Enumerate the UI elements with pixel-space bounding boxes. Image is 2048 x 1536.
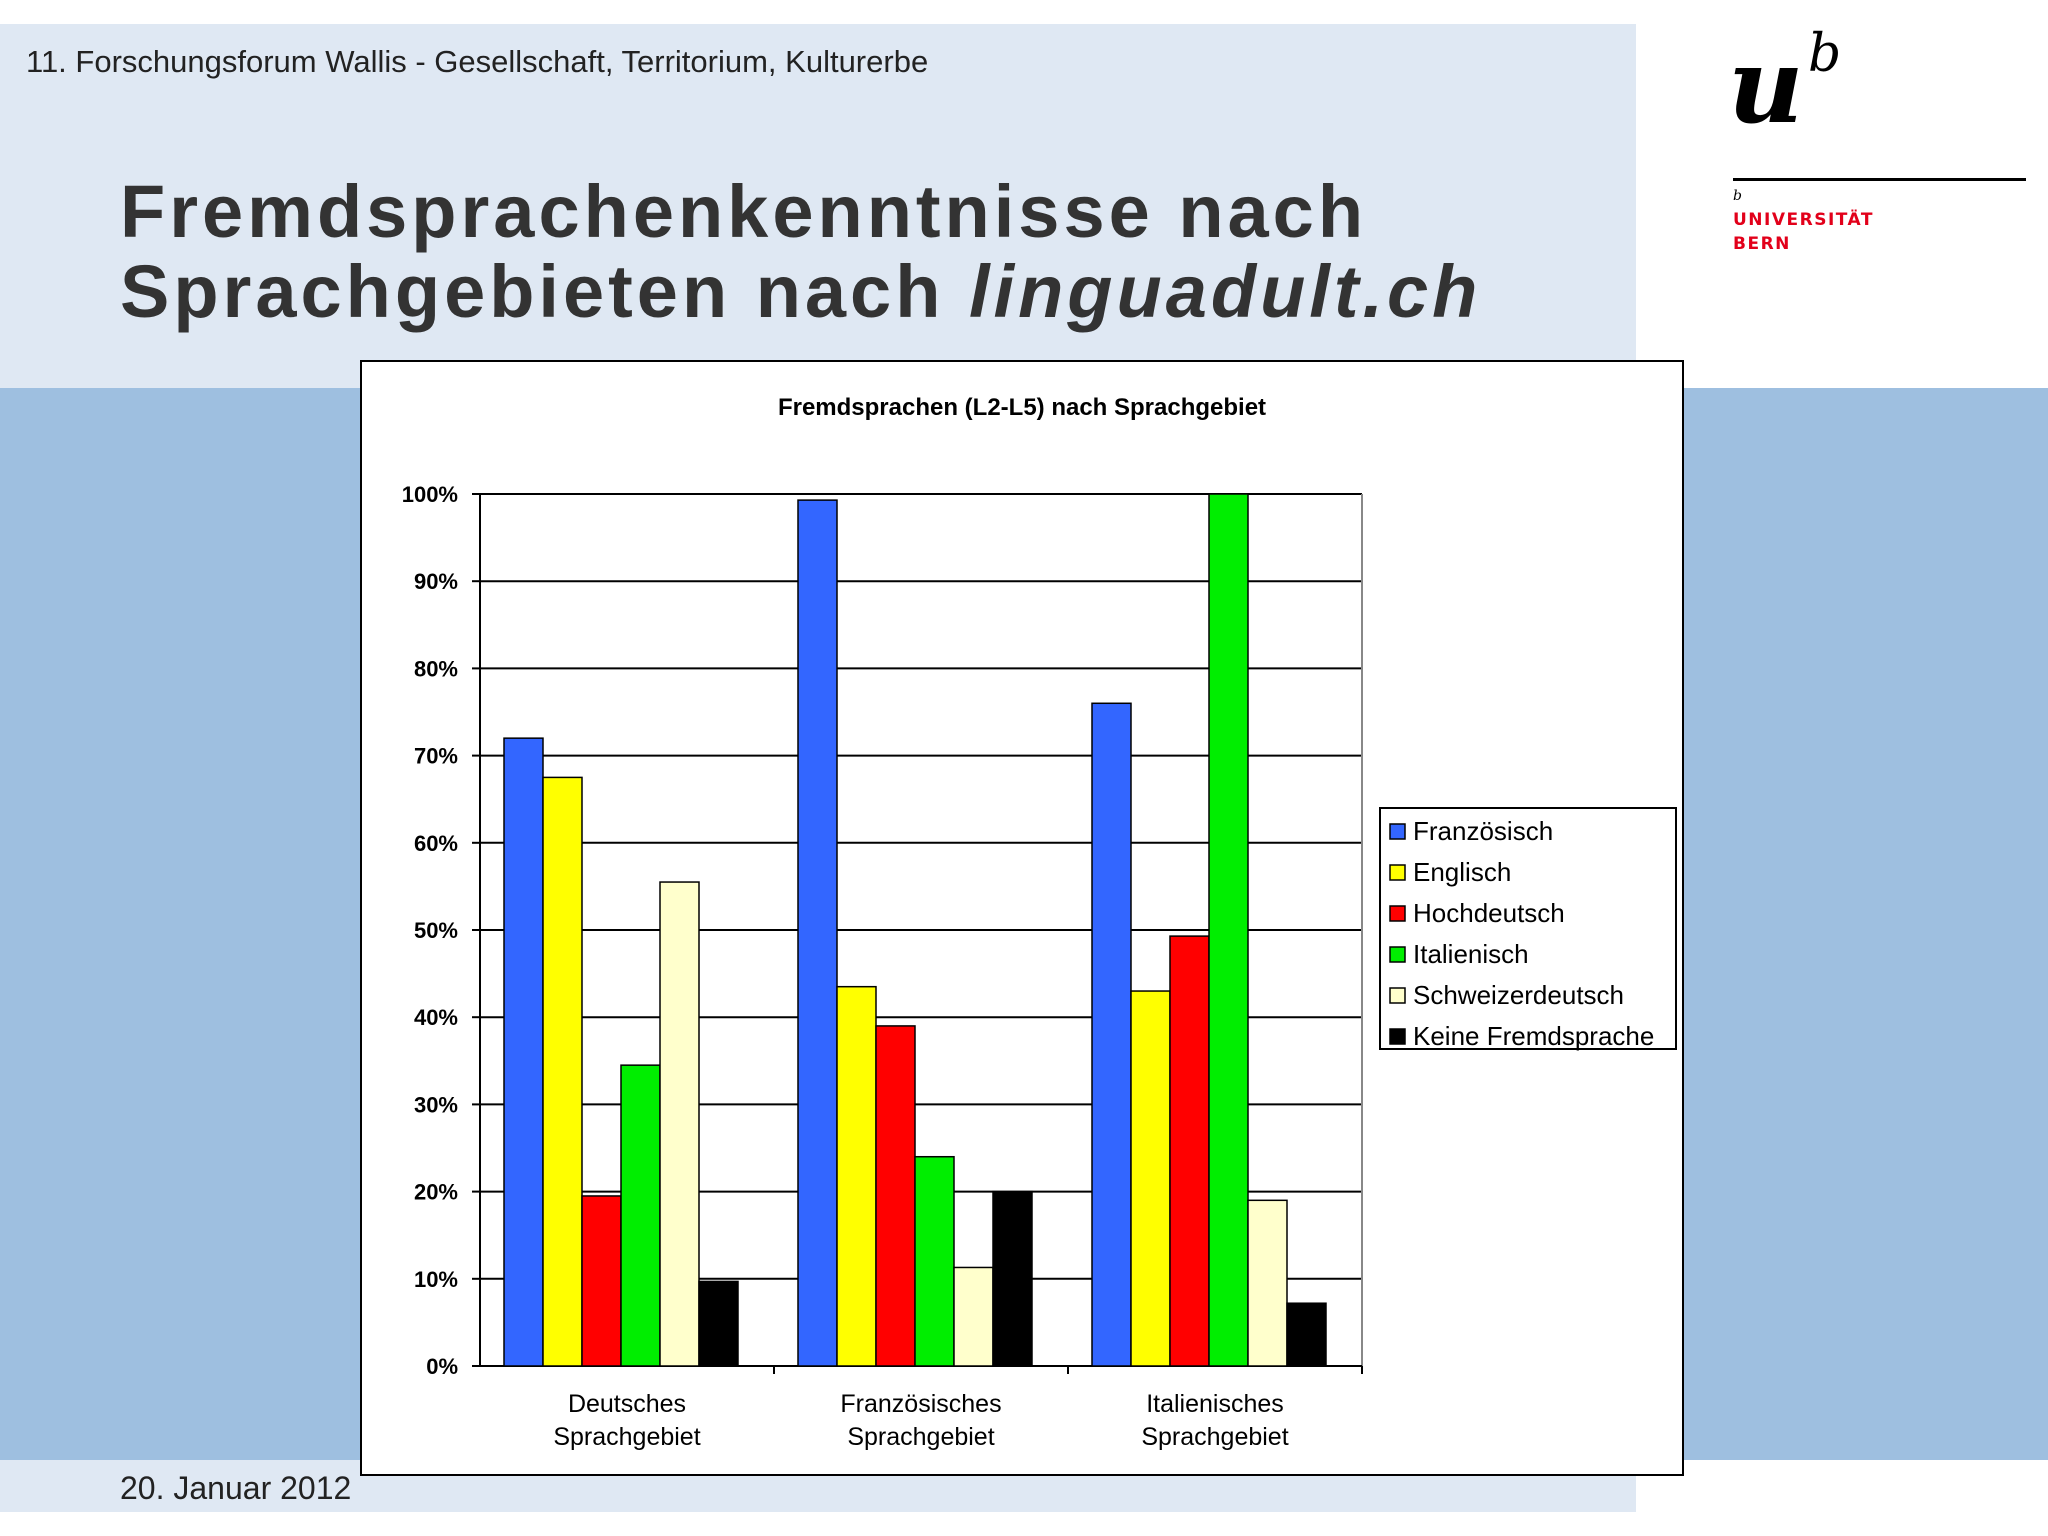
legend-swatch xyxy=(1389,823,1406,840)
logo-b-letter: b xyxy=(1808,24,1842,84)
bar xyxy=(1247,1199,1288,1367)
university-name-line2: BERN xyxy=(1733,234,1791,254)
university-name: UNIVERSITÄT BERN xyxy=(1733,208,1874,256)
bar xyxy=(914,1155,955,1367)
y-tick-label: 70% xyxy=(414,744,458,769)
legend-swatch xyxy=(1389,946,1406,963)
y-tick-label: 10% xyxy=(414,1267,458,1292)
bar xyxy=(1169,935,1210,1367)
y-tick-label: 80% xyxy=(414,656,458,681)
legend-label: Hochdeutsch xyxy=(1413,898,1565,928)
y-tick-label: 60% xyxy=(414,831,458,856)
legend-box xyxy=(1379,807,1677,1050)
bar-chart: Fremdsprachen (L2-L5) nach Sprachgebiet 0… xyxy=(402,394,1677,1451)
x-tick-label: Sprachgebiet xyxy=(1141,1423,1288,1451)
slide-title-line2-plain: Sprachgebieten nach xyxy=(120,250,969,333)
logo-divider xyxy=(1733,178,2026,181)
legend-swatch xyxy=(1389,987,1406,1004)
university-name-line1: UNIVERSITÄT xyxy=(1733,210,1874,230)
legend-swatch xyxy=(1389,905,1406,922)
y-tick-label: 90% xyxy=(414,569,458,594)
slide-title-line2: Sprachgebieten nach linguadult.ch xyxy=(120,252,1481,332)
bar xyxy=(698,1280,739,1367)
header-band xyxy=(0,24,1636,388)
bar xyxy=(1286,1302,1327,1367)
legend-label: Keine Fremdsprache xyxy=(1413,1021,1654,1051)
legend-label: Englisch xyxy=(1413,857,1511,887)
legend-label: Schweizerdeutsch xyxy=(1413,980,1624,1010)
y-tick-label: 50% xyxy=(414,918,458,943)
x-tick-label: Sprachgebiet xyxy=(553,1423,700,1451)
chart-title: Fremdsprachen (L2-L5) nach Sprachgebiet xyxy=(778,394,1266,421)
legend-swatch xyxy=(1389,1028,1406,1045)
logo-small-b: b xyxy=(1733,188,1742,204)
bar xyxy=(581,1195,622,1367)
chart-container: Fremdsprachen (L2-L5) nach Sprachgebiet 0… xyxy=(360,360,1684,1476)
x-tick-label: Italienisches xyxy=(1146,1390,1284,1418)
bar xyxy=(503,737,544,1367)
x-tick-label: Sprachgebiet xyxy=(847,1423,994,1451)
y-tick-label: 30% xyxy=(414,1092,458,1117)
slide-title: Fremdsprachenkenntnisse nach Sprachgebie… xyxy=(120,172,1481,332)
bar xyxy=(659,881,700,1367)
legend-label: Italienisch xyxy=(1413,939,1529,969)
logo-u-letter: u xyxy=(1728,24,1804,147)
bar xyxy=(1208,493,1249,1367)
slide-title-line2-italic: linguadult.ch xyxy=(968,250,1482,333)
forum-title: 11. Forschungsforum Wallis - Gesellschaf… xyxy=(26,44,929,79)
x-tick-label: Französisches xyxy=(840,1390,1001,1418)
bar xyxy=(992,1190,1033,1367)
slide-date: 20. Januar 2012 xyxy=(120,1470,352,1506)
legend-swatch xyxy=(1389,864,1406,881)
bar xyxy=(1091,702,1132,1367)
slide-title-line1: Fremdsprachenkenntnisse nach xyxy=(120,170,1368,253)
x-tick-label: Deutsches xyxy=(568,1390,686,1418)
y-tick-label: 0% xyxy=(426,1354,458,1379)
legend-label: Französisch xyxy=(1413,816,1553,846)
bar xyxy=(542,776,583,1367)
y-tick-label: 40% xyxy=(414,1005,458,1030)
bar xyxy=(797,499,838,1367)
y-tick-label: 100% xyxy=(402,482,458,507)
bar xyxy=(1130,990,1171,1367)
y-tick-label: 20% xyxy=(414,1180,458,1205)
bar xyxy=(953,1266,994,1367)
university-logo-mark: u b xyxy=(1728,24,1868,138)
bar xyxy=(620,1064,661,1367)
bar xyxy=(875,1025,916,1367)
bar xyxy=(836,985,877,1367)
